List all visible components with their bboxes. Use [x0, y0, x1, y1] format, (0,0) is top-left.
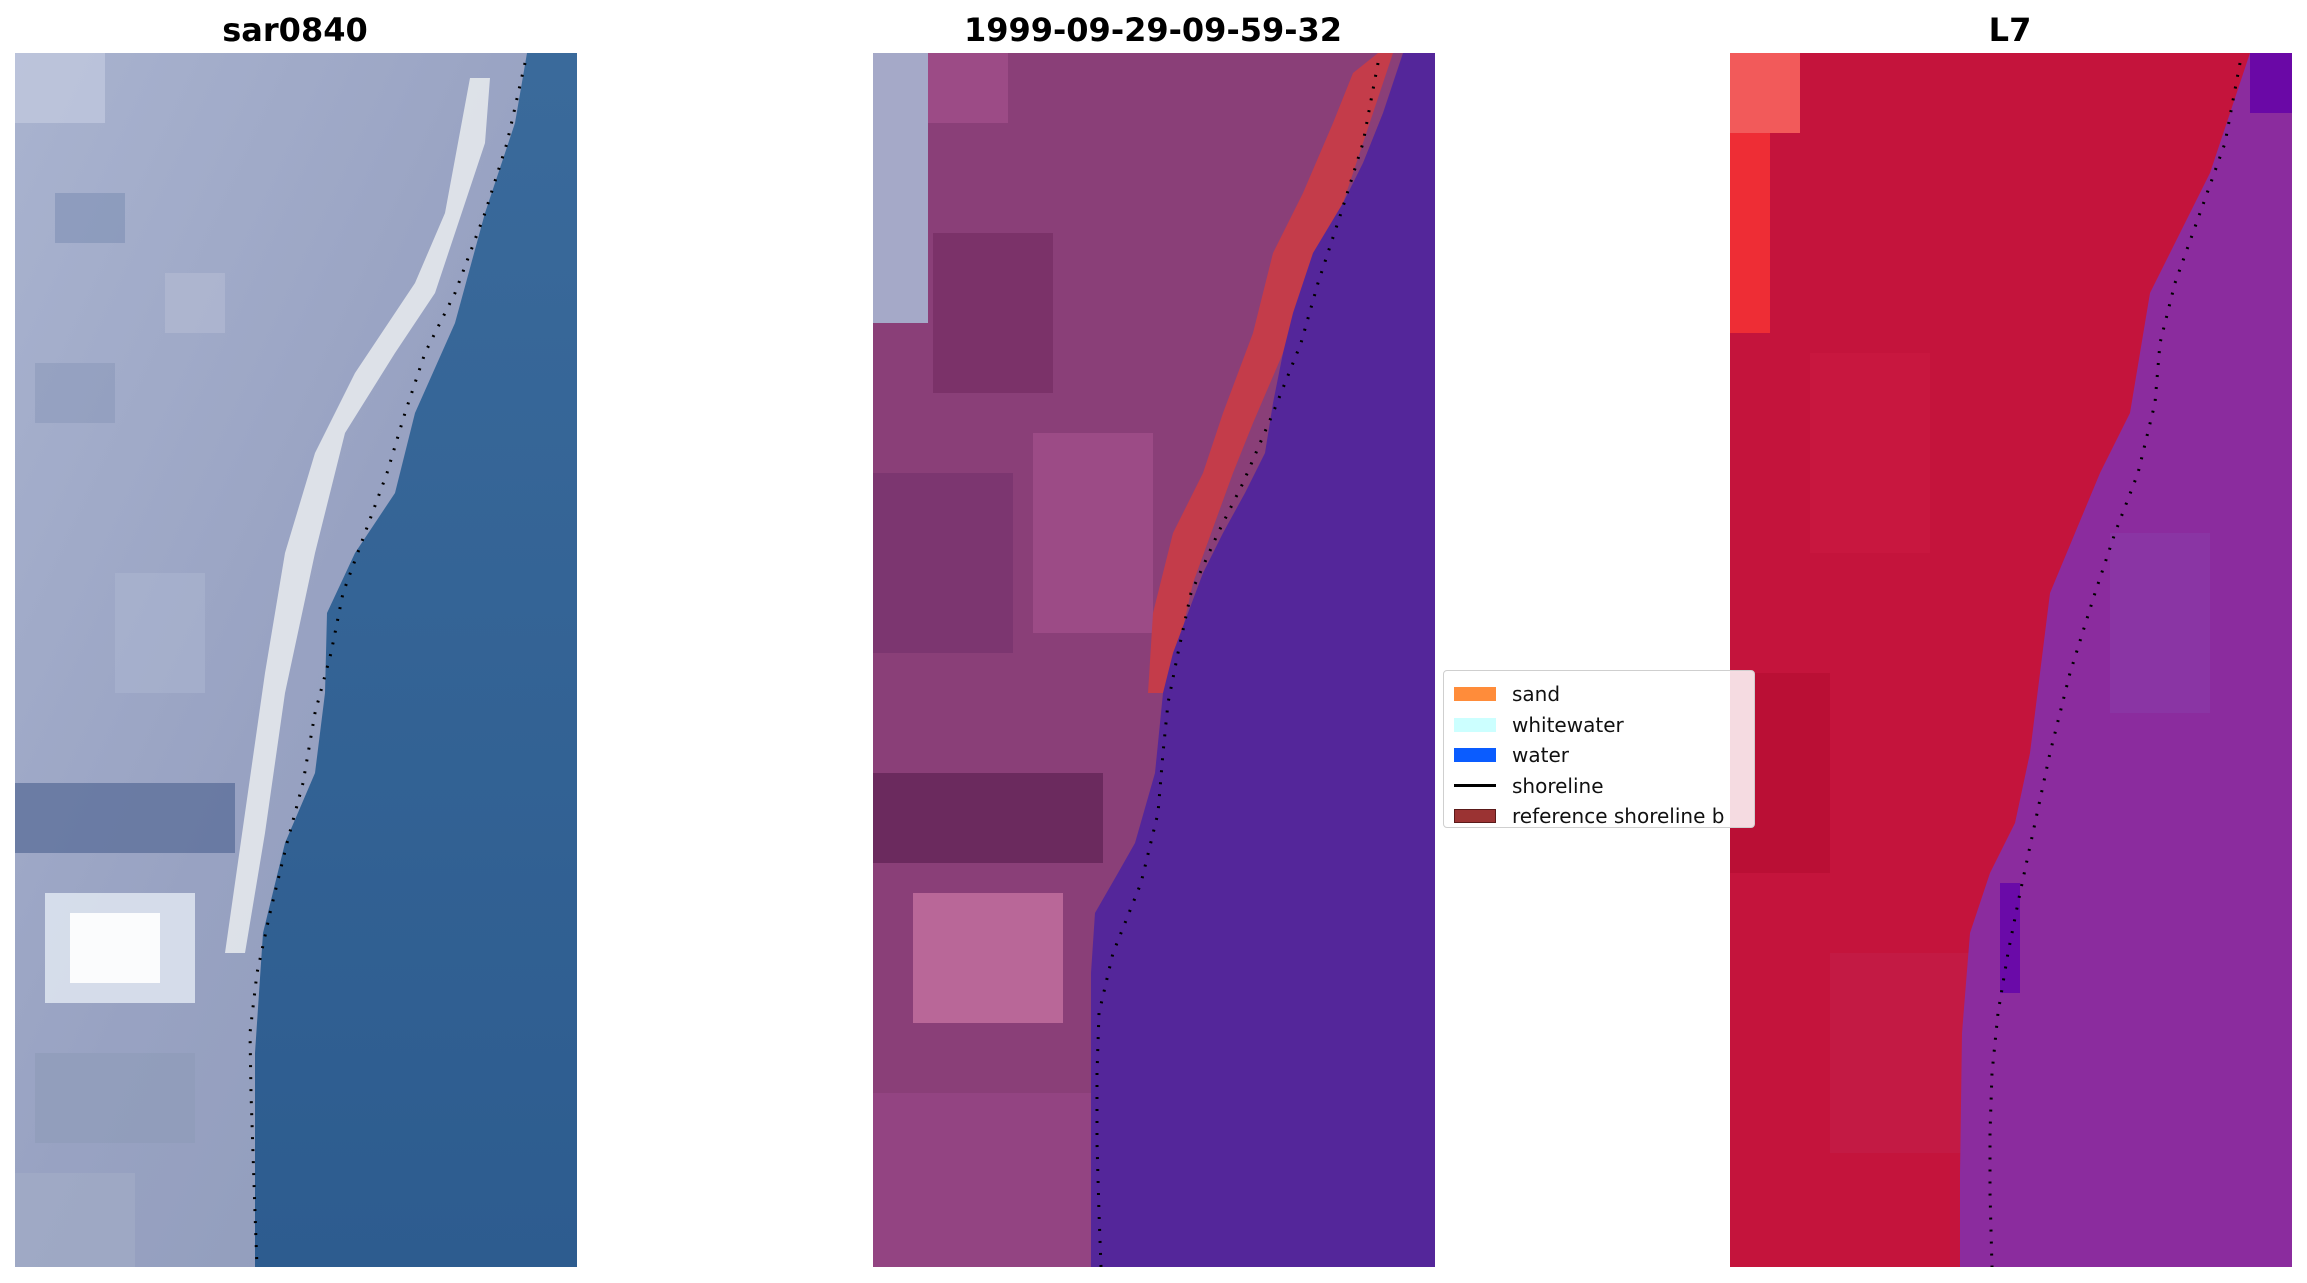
legend-item-reference-shoreline: reference shoreline b — [1444, 801, 1754, 832]
whitewater-swatch — [1454, 717, 1496, 732]
legend-item-sand: sand — [1444, 679, 1754, 710]
legend-label-reference-shoreline: reference shoreline b — [1512, 804, 1725, 829]
panel-title-nir: L7 — [1988, 11, 2032, 49]
panel-title-rgb: sar0840 — [222, 11, 368, 49]
legend-item-whitewater: whitewater — [1444, 710, 1754, 741]
nir-image — [1730, 53, 2292, 1267]
panel-title-classified: 1999-09-29-09-59-32 — [963, 11, 1343, 49]
classified-image — [873, 53, 1435, 1267]
rgb-image — [15, 53, 577, 1267]
nir-image-panel — [1730, 53, 2292, 1267]
legend-label-whitewater: whitewater — [1512, 712, 1624, 737]
shoreline-dots-classified — [1095, 62, 1380, 1267]
legend-label-sand: sand — [1512, 682, 1561, 707]
reference-shoreline-swatch — [1454, 809, 1496, 824]
rgb-image-panel — [15, 53, 577, 1267]
legend-label-shoreline: shoreline — [1512, 773, 1604, 798]
legend-item-water: water — [1444, 740, 1754, 771]
sand-swatch — [1454, 687, 1496, 702]
water-swatch — [1454, 748, 1496, 763]
legend-item-shoreline: shoreline — [1444, 771, 1754, 802]
legend: sand whitewater water shoreline referenc… — [1443, 670, 1755, 828]
classified-image-panel — [873, 53, 1435, 1267]
legend-label-water: water — [1512, 743, 1569, 768]
shoreline-line-swatch — [1454, 784, 1496, 788]
